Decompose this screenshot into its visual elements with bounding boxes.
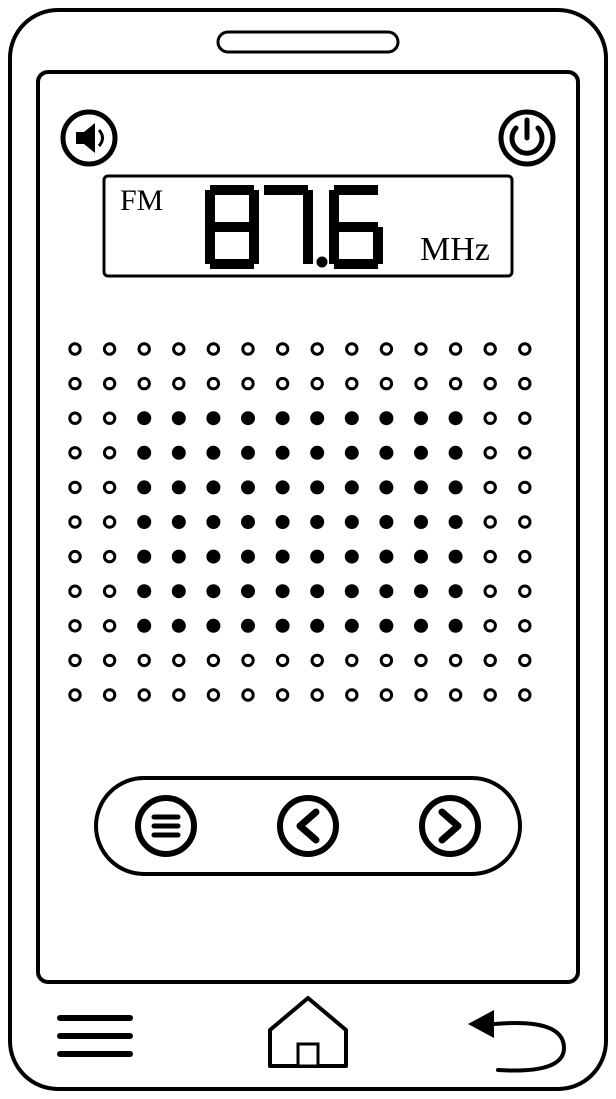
prev-button[interactable]	[280, 798, 336, 854]
speaker-icon[interactable]	[63, 112, 115, 164]
next-button[interactable]	[422, 798, 478, 854]
earpiece	[218, 32, 398, 52]
band-label: FM	[120, 184, 163, 217]
unit-label: MHz	[420, 231, 490, 268]
power-icon[interactable]	[501, 112, 553, 164]
menu-button[interactable]	[138, 798, 194, 854]
